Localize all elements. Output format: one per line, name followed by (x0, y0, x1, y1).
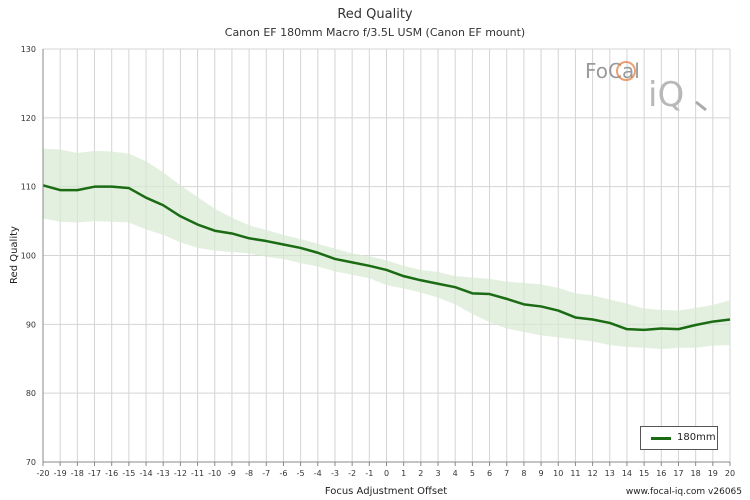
y-tick-label: 130 (21, 45, 36, 54)
y-tick-labels: 70 80 90 100 110 120 130 (21, 45, 36, 467)
x-tick-labels: -20 -19 -18 -17 -16 -15 -14 -13 -12 -11 -10 -9 -8 -7-… (36, 469, 735, 478)
legend: 180mm (640, 426, 718, 450)
x-tick-label: 0 (384, 469, 389, 478)
y-tick-label: 100 (21, 252, 36, 261)
x-tick-label: -8 (245, 469, 253, 478)
x-tick-label: 5 (470, 469, 475, 478)
x-tick-label: 6 (487, 469, 492, 478)
x-tick-label: -4 (314, 469, 322, 478)
chart-title: Red Quality (337, 7, 413, 22)
axes (42, 49, 731, 466)
y-tick-label: 90 (26, 320, 36, 329)
x-tick-label: 17 (673, 469, 683, 478)
y-tick-label: 70 (26, 458, 36, 467)
y-tick-label: 110 (21, 183, 36, 192)
credit-text: www.focal-iq.com v26065 (625, 487, 742, 497)
series-lines (42, 184, 731, 332)
x-tick-label: 16 (656, 469, 666, 478)
y-tick-label: 120 (21, 114, 36, 123)
x-tick-label: 8 (521, 469, 526, 478)
y-tick-label: 80 (26, 389, 36, 398)
x-tick-label: -9 (228, 469, 236, 478)
x-tick-label: 1 (401, 469, 406, 478)
x-tick-label: 19 (708, 469, 718, 478)
y-axis-label: Red Quality (9, 226, 20, 284)
x-tick-label: -12 (174, 469, 187, 478)
x-tick-label: -18 (71, 469, 84, 478)
x-tick-label: -17 (88, 469, 101, 478)
confidence-band (43, 148, 730, 350)
legend-swatch (651, 437, 671, 440)
x-tick-label: -11 (191, 469, 204, 478)
x-tick-label: 13 (605, 469, 615, 478)
legend-label: 180mm (677, 432, 716, 443)
x-tick-label: 3 (435, 469, 440, 478)
x-tick-label: -1 (365, 469, 373, 478)
x-tick-label: -14 (140, 469, 153, 478)
x-tick-label: 7 (504, 469, 509, 478)
x-tick-label: -13 (157, 469, 170, 478)
confidence-band-area (43, 148, 730, 350)
logo-line-2: iQ (648, 75, 684, 115)
x-tick-label: -3 (331, 469, 339, 478)
x-tick-label: 12 (588, 469, 598, 478)
chart-subtitle: Canon EF 180mm Macro f/3.5L USM (Canon E… (224, 26, 526, 39)
x-tick-label: -2 (348, 469, 356, 478)
series-line-180mm (42, 184, 731, 332)
x-tick-label: 2 (418, 469, 423, 478)
x-tick-label: -6 (279, 469, 287, 478)
x-tick-label: -15 (122, 469, 135, 478)
x-tick-label: 10 (553, 469, 563, 478)
x-tick-label: 4 (453, 469, 458, 478)
grid-lines (42, 48, 731, 463)
x-axis-label: Focus Adjustment Offset (325, 486, 447, 497)
x-tick-label: -10 (208, 469, 221, 478)
x-tick-label: -5 (297, 469, 305, 478)
x-tick-label: 18 (691, 469, 701, 478)
x-tick-label: -7 (262, 469, 270, 478)
x-tick-label: 15 (639, 469, 649, 478)
logo-line-1: FoCal (585, 59, 640, 83)
x-tick-label: -20 (36, 469, 49, 478)
x-tick-label: 11 (570, 469, 580, 478)
x-tick-label: 14 (622, 469, 632, 478)
focal-iq-logo: FoCal iQ (585, 58, 715, 118)
x-tick-label: 20 (725, 469, 735, 478)
x-tick-label: -16 (105, 469, 118, 478)
x-tick-label: -19 (54, 469, 67, 478)
x-tick-label: 9 (539, 469, 544, 478)
